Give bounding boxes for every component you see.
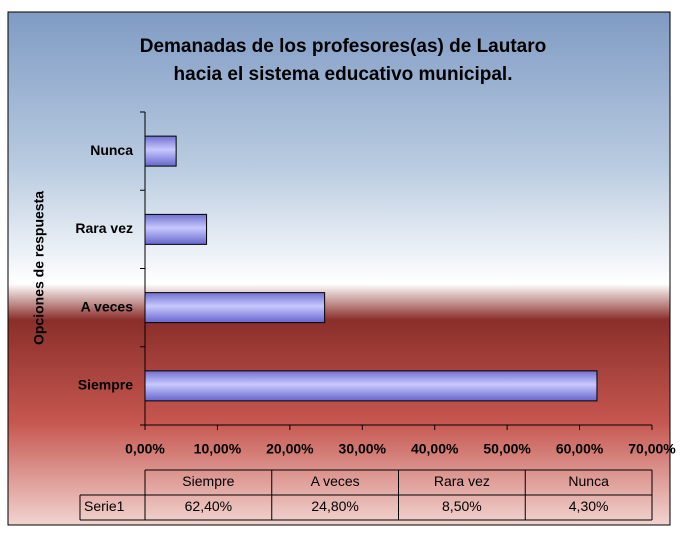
- table-value: 8,50%: [442, 498, 482, 514]
- table-header: Siempre: [182, 473, 234, 489]
- x-tick-label: 60,00%: [556, 441, 604, 457]
- y-tick-label: Siempre: [78, 377, 133, 393]
- y-tick-label: Rara vez: [75, 220, 133, 236]
- x-tick-label: 20,00%: [266, 441, 314, 457]
- table-header: Rara vez: [434, 473, 490, 489]
- table-header: Nunca: [568, 473, 609, 489]
- y-axis-label: Opciones de respuesta: [31, 191, 47, 345]
- table-series-name: Serie1: [84, 498, 125, 514]
- table-header: A veces: [311, 473, 360, 489]
- table-value: 24,80%: [311, 498, 358, 514]
- bar: [144, 135, 177, 167]
- table-value: 62,40%: [185, 498, 232, 514]
- x-tick-label: 0,00%: [125, 441, 165, 457]
- table-value: 4,30%: [569, 498, 609, 514]
- bar: [144, 370, 598, 402]
- y-tick-label: Nunca: [90, 142, 133, 158]
- chart-title: hacia el sistema educativo municipal.: [174, 64, 513, 85]
- x-tick-label: 30,00%: [339, 441, 387, 457]
- x-tick-label: 40,00%: [411, 441, 459, 457]
- bar: [144, 213, 208, 245]
- y-tick-label: A veces: [81, 298, 134, 314]
- x-tick-label: 50,00%: [483, 441, 531, 457]
- chart-title: Demanadas de los profesores(as) de Lauta…: [140, 36, 547, 57]
- bar: [144, 292, 326, 324]
- chart-frame: [7, 11, 671, 526]
- x-tick-label: 10,00%: [194, 441, 242, 457]
- x-tick-label: 70,00%: [628, 441, 676, 457]
